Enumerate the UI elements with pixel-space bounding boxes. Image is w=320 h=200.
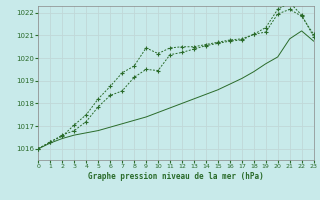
X-axis label: Graphe pression niveau de la mer (hPa): Graphe pression niveau de la mer (hPa) (88, 172, 264, 181)
